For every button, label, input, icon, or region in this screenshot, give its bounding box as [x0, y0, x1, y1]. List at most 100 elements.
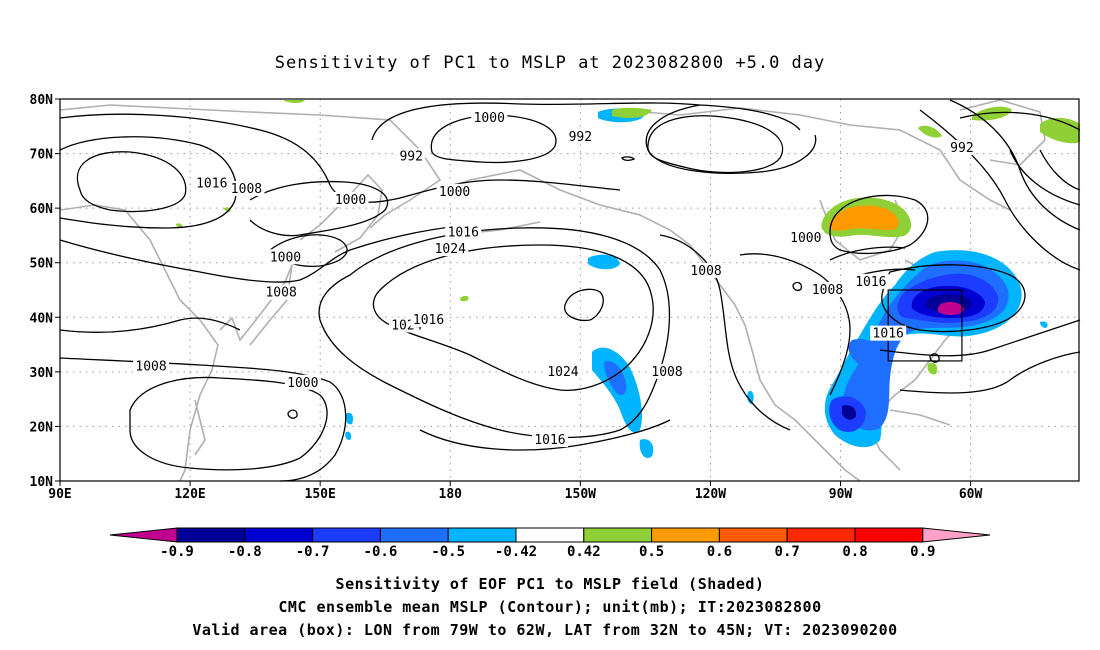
shade-greenland-1 — [972, 106, 1012, 121]
contour-1016-atl — [881, 264, 1026, 333]
colorbar-segment — [786, 527, 856, 543]
colorbar-segment — [176, 527, 246, 543]
contour-label: 992 — [399, 149, 422, 164]
coast-alaska — [439, 169, 861, 482]
contour-label: 1000 — [270, 250, 301, 265]
shade-small-4 — [1040, 321, 1048, 328]
contour-label-bg — [397, 148, 426, 164]
contour-label-bg — [284, 374, 321, 390]
lat-tick-label: 80N — [30, 93, 54, 108]
colorbar-label: -0.7 — [296, 544, 330, 560]
contour-label: 1000 — [335, 193, 366, 208]
contour-label-bg — [432, 241, 469, 257]
shade-hawaii-south — [639, 439, 654, 459]
plot-title: Sensitivity of PC1 to MSLP at 2023082800… — [275, 53, 826, 73]
shade-small-green-3 — [927, 362, 938, 375]
lon-tick-label: 180 — [439, 487, 463, 502]
lon-tick-label: 150W — [565, 487, 596, 502]
colorbar-label: 0.5 — [639, 544, 664, 560]
shade-small-green-1 — [283, 100, 305, 103]
colorbar-label: 0.42 — [567, 544, 601, 560]
map-frame — [59, 98, 1080, 482]
colorbar-segment — [312, 527, 381, 543]
colorbar-segment — [244, 527, 314, 543]
lat-tick-label: 60N — [30, 202, 54, 217]
shade-small-1 — [345, 412, 354, 425]
contour-label: 992 — [569, 130, 592, 145]
colorbar-label: -0.8 — [228, 544, 262, 560]
colorbar-segment — [379, 527, 449, 543]
colorbar-label: 0.9 — [910, 544, 935, 560]
contour-label: 1000 — [439, 185, 470, 200]
shade-small-2 — [345, 431, 352, 440]
contour-label: 1008 — [135, 359, 166, 374]
contour-label-bg — [228, 181, 265, 197]
lat-tick-label: 10N — [30, 475, 54, 490]
shade-hudson-orange — [828, 205, 899, 231]
lon-tick-label: 120W — [695, 487, 726, 502]
contour-label: 1016 — [448, 226, 479, 241]
shade-pacific-patch — [588, 254, 620, 270]
contour-label: 1016 — [413, 313, 444, 328]
lat-tick-label: 70N — [30, 148, 54, 163]
contour-label-bg — [787, 230, 824, 246]
shade-small-green-2 — [460, 295, 469, 302]
colorbar: -0.9 -0.8 -0.7 -0.6 -0.5 -0.42 0.42 0.5 0.6 0.7 0.… — [109, 527, 991, 560]
contour-label: 1016 — [873, 327, 904, 342]
colorbar-right-arrow — [922, 527, 991, 543]
lat-tick-label: 20N — [30, 420, 54, 435]
contour-label-bg — [688, 262, 725, 278]
shade-gulf-inner — [842, 405, 857, 420]
contour-label: 1008 — [812, 283, 843, 298]
lat-tick-label: 50N — [30, 257, 54, 272]
colorbar-segment — [651, 527, 720, 543]
coast-east-asia — [59, 204, 219, 482]
contour-1024-inner — [564, 288, 604, 322]
lat-tick-label: 40N — [30, 311, 54, 326]
contour-label-bg — [267, 249, 304, 265]
contour-1008-siberia-2 — [249, 180, 389, 237]
contour-992-arctic — [430, 114, 557, 164]
shade-atlantic-core — [937, 301, 964, 315]
contour-label-bg — [410, 312, 447, 328]
colorbar-label: 0.6 — [707, 544, 732, 560]
lon-tick-label: 90W — [829, 487, 853, 502]
contour-small-1 — [287, 409, 298, 419]
contour-1016-south-atl — [899, 351, 1081, 394]
longitude-axis: 90E 120E 150E 180 150W 120W 90W 60W — [48, 481, 983, 502]
colorbar-segment — [718, 527, 788, 543]
contour-small-3 — [792, 281, 803, 292]
contour-label-bg — [133, 358, 170, 374]
contour-1008-atl — [739, 253, 851, 396]
colorbar-label: 0.8 — [842, 544, 867, 560]
shade-small-3 — [747, 390, 754, 404]
contour-label: 992 — [950, 141, 973, 156]
colorbar-label: -0.5 — [431, 544, 465, 560]
contour-992-na — [647, 115, 784, 174]
contour-1016-atl-2 — [879, 319, 1081, 357]
valid-area-box — [887, 289, 963, 362]
contour-label: 1000 — [287, 376, 318, 391]
contour-1000-wp — [129, 376, 328, 471]
contour-label: 1008 — [265, 286, 296, 301]
contour-label-bg — [566, 129, 595, 145]
lon-tick-label: 150E — [305, 487, 336, 502]
contour-label: 1024 — [435, 242, 466, 257]
contour-label-bg — [544, 363, 581, 379]
contour-1000-arctic — [371, 102, 817, 174]
colorbar-segment — [583, 527, 653, 543]
contour-label-bg — [852, 273, 889, 289]
contour-label: 1000 — [474, 111, 505, 126]
shade-greenland-2 — [918, 125, 942, 138]
contour-1000-hudson — [829, 194, 929, 255]
contour-label-bg — [436, 183, 473, 199]
caption-line-1: Sensitivity of EOF PC1 to MSLP field (Sh… — [336, 575, 765, 593]
contour-992-ne — [959, 111, 1081, 206]
contour-small-2 — [929, 353, 940, 363]
contour-label: 1016 — [196, 177, 227, 192]
colorbar-left-arrow — [109, 527, 178, 543]
contour-label: 1000 — [790, 231, 821, 246]
coast-philippines — [194, 399, 206, 456]
